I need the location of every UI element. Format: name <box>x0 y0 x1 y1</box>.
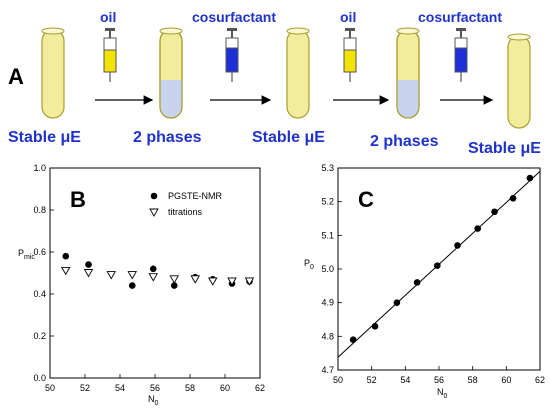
panel-b-legend: PGSTE-NMR titrations <box>149 191 223 217</box>
panel-b-ylabel: Pmic <box>18 248 35 261</box>
panel-b-ytick-label: 1.0 <box>33 163 46 173</box>
panel-c-point-series0 <box>371 322 379 330</box>
tube-stable-2 <box>286 27 310 119</box>
panel-c-xtick-label: 60 <box>501 375 511 385</box>
panel-c-ytick-label: 4.9 <box>321 298 334 308</box>
stable-label-3: Stable μE <box>468 140 541 157</box>
stable-label-2: Stable μE <box>252 129 325 146</box>
panel-b-xtick-label: 58 <box>185 383 195 393</box>
panel-c-chart: C P0 N0 50 52 54 56 58 60 62 4.7 4.8 4.9 5.0 5.1 5.2… <box>304 163 545 400</box>
panel-b-xtick-label: 56 <box>150 383 160 393</box>
panel-b-letter: B <box>70 187 86 212</box>
panel-c-ylabel: P0 <box>304 258 314 271</box>
panel-b-xtick-label: 60 <box>220 383 230 393</box>
panel-b-xtick-label: 54 <box>115 383 125 393</box>
cosurfactant-syringe-1 <box>225 28 239 82</box>
panel-a: A oil <box>8 9 541 157</box>
legend-marker-pgste <box>150 192 158 200</box>
panel-a-letter: A <box>8 64 24 89</box>
oil-syringe-1 <box>103 28 117 82</box>
oil-label-2: oil <box>340 9 356 25</box>
oil-label-1: oil <box>100 9 116 25</box>
panel-c-xtick-label: 52 <box>367 375 377 385</box>
panel-c-ytick-label: 5.0 <box>321 264 334 274</box>
cosurfactant-label-2: cosurfactant <box>418 9 502 25</box>
oil-syringe-2 <box>343 28 357 82</box>
panel-c-ytick-label: 5.3 <box>321 163 334 173</box>
panel-b-point-series1 <box>106 271 117 280</box>
panel-b-point-series1 <box>227 277 237 286</box>
panel-b-point-series1 <box>148 273 159 282</box>
panel-b-point-series1 <box>127 271 138 280</box>
panel-b-point-series1 <box>60 266 71 276</box>
legend-label-pgste: PGSTE-NMR <box>168 191 223 201</box>
panel-c-point-series0 <box>454 242 461 249</box>
panel-b-ytick-label: 0.4 <box>33 289 46 299</box>
panel-b-point-series0 <box>170 282 178 289</box>
tube-two-phases-1 <box>159 27 183 119</box>
panel-b-ytick-label: 0.2 <box>33 331 46 341</box>
panel-b-xtick-label: 50 <box>45 383 55 393</box>
panel-b-point-series1 <box>169 275 180 284</box>
tube-stable-1 <box>41 27 65 119</box>
panel-c-ytick-label: 4.8 <box>321 331 334 341</box>
panel-c-point-series0 <box>526 174 534 182</box>
panel-c-point-series0 <box>434 262 441 269</box>
panel-b-point-series0 <box>149 265 157 273</box>
panel-b-point-series1 <box>207 277 218 286</box>
panel-b-point-series0 <box>62 252 70 260</box>
panel-c-ytick-label: 5.2 <box>321 197 334 207</box>
panel-c-xtick-label: 58 <box>468 375 478 385</box>
panel-b-xtick-label: 52 <box>80 383 90 393</box>
panel-c-point-series0 <box>509 195 517 202</box>
panel-b-point-series1 <box>83 269 94 278</box>
panel-b-point-series1 <box>190 275 201 284</box>
cosurfactant-syringe-2 <box>454 28 468 82</box>
panel-c-xtick-label: 62 <box>535 375 545 385</box>
panel-c-ytick-label: 4.7 <box>321 365 334 375</box>
panel-c-point-series0 <box>349 336 357 344</box>
panel-c-ytick-label: 5.1 <box>321 230 334 240</box>
legend-label-titrations: titrations <box>168 207 203 217</box>
panel-c-xtick-label: 54 <box>400 375 410 385</box>
panel-b-point-series0 <box>128 282 136 289</box>
panel-c-point-series0 <box>413 279 421 286</box>
stable-label-1: Stable μE <box>8 129 81 146</box>
panel-b-ytick-label: 0.8 <box>33 205 46 215</box>
panel-c-xtick-label: 56 <box>434 375 444 385</box>
tube-stable-3 <box>507 33 531 129</box>
panel-c-point-series0 <box>491 208 498 216</box>
panel-b-chart: B Pmic N0 PGSTE-NMR titrations 50 52 54 56 5… <box>18 163 265 407</box>
two-phases-label-1: 2 phases <box>133 129 202 146</box>
panel-c-point-series0 <box>393 299 401 306</box>
cosurfactant-label-1: cosurfactant <box>192 9 276 25</box>
panel-b-ytick-label: 0.6 <box>33 247 46 257</box>
panel-c-point-series0 <box>474 225 482 232</box>
two-phases-label-2: 2 phases <box>370 133 439 150</box>
panel-b-xlabel: N0 <box>148 394 159 407</box>
panel-c-letter: C <box>358 187 374 212</box>
panel-b-point-series1 <box>244 277 255 286</box>
tube-two-phases-2 <box>396 27 420 119</box>
panel-c-xtick-label: 50 <box>333 375 343 385</box>
panel-b-point-series0 <box>85 261 92 268</box>
panel-c-xlabel: N0 <box>437 387 448 400</box>
panel-b-xtick-label: 62 <box>255 383 265 393</box>
legend-marker-titrations <box>149 208 159 217</box>
panel-b-ytick-label: 0.0 <box>33 373 46 383</box>
